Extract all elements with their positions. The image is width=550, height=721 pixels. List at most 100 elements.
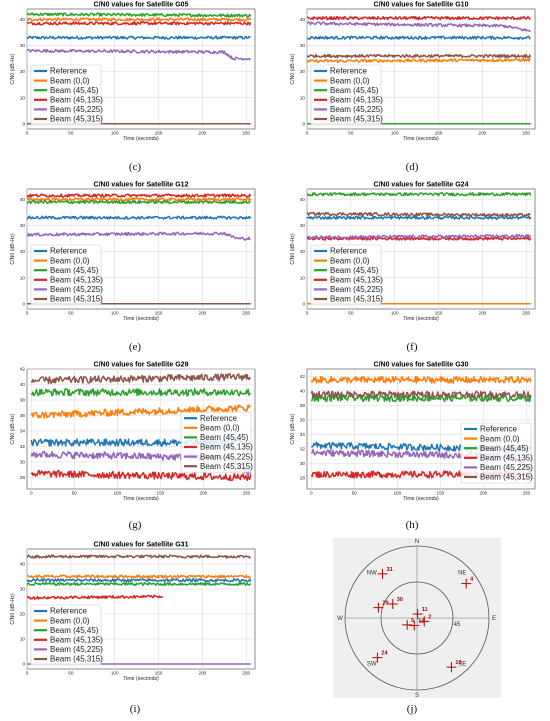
y-tick-label: 20 xyxy=(20,249,26,254)
chart-title: C/N0 values for Satellite G10 xyxy=(374,2,469,9)
direction-label: SW xyxy=(367,661,377,667)
y-tick-label: 34 xyxy=(300,432,306,437)
x-tick-label: 100 xyxy=(111,311,119,316)
satellite-label: 31 xyxy=(387,567,393,573)
legend-box xyxy=(310,64,382,126)
y-tick-label: 10 xyxy=(20,95,26,100)
series-line-reference xyxy=(307,35,531,40)
x-tick-label: 50 xyxy=(348,131,354,136)
series-line-beam-45-45 xyxy=(27,581,252,587)
satellite-label: 2 xyxy=(428,614,431,620)
x-tick-label: 150 xyxy=(155,671,163,676)
y-tick-label: 20 xyxy=(300,69,306,74)
x-tick-label: 50 xyxy=(68,311,74,316)
x-axis-label: Time (seconds) xyxy=(123,496,159,502)
satellite-marker: 30 xyxy=(387,597,403,609)
direction-label: NE xyxy=(458,571,466,577)
y-tick-label: 0 xyxy=(22,121,25,126)
series-group xyxy=(27,554,252,665)
series-line-reference xyxy=(27,35,251,40)
legend-label: Beam (45,135) xyxy=(330,276,383,285)
series-line-beam-0-0 xyxy=(27,197,252,202)
legend-label: Beam (45,135) xyxy=(50,636,103,645)
y-tick-label: 30 xyxy=(300,43,306,48)
series-line-beam-45-225 xyxy=(307,21,531,33)
satellite-marker: 12 xyxy=(409,619,424,631)
x-tick-label: 100 xyxy=(394,491,402,496)
x-tick-label: 250 xyxy=(243,491,251,496)
satellite-marker: 24 xyxy=(372,651,388,663)
legend-label: Reference xyxy=(50,67,87,76)
legend-label: Beam (45,135) xyxy=(330,96,383,105)
legend-label: Beam (45,225) xyxy=(330,105,383,114)
x-tick-label: 200 xyxy=(199,131,207,136)
y-tick-label: 38 xyxy=(20,398,26,403)
legend-label: Reference xyxy=(50,607,87,616)
legend-box xyxy=(310,244,382,306)
legend-label: Beam (0,0) xyxy=(330,256,370,265)
direction-label: W xyxy=(337,616,343,622)
x-tick-label: 100 xyxy=(111,131,119,136)
legend-label: Beam (45,225) xyxy=(50,645,103,654)
legend-label: Beam (0,0) xyxy=(200,424,240,433)
legend-label: Beam (0,0) xyxy=(480,434,520,443)
x-tick-label: 250 xyxy=(522,131,530,136)
y-tick-label: 40 xyxy=(300,197,306,202)
x-tick-label: 100 xyxy=(114,491,122,496)
satellite-marker: 31 xyxy=(377,567,393,579)
caption-i: (i) xyxy=(129,703,141,715)
y-axis-label: C/N0 (dB-Hz) xyxy=(10,53,16,84)
y-tick-label: 42 xyxy=(300,374,306,379)
direction-label: SE xyxy=(458,661,466,667)
y-tick-label: 30 xyxy=(20,460,26,465)
x-tick-label: 50 xyxy=(352,491,358,496)
x-tick-label: 0 xyxy=(310,491,313,496)
series-line-beam-0-0 xyxy=(27,17,252,22)
legend-label: Beam (45,45) xyxy=(200,433,249,442)
satellite-label: 4 xyxy=(470,577,474,583)
series-line-beam-45-315 xyxy=(307,211,531,218)
series-line-reference xyxy=(27,215,252,220)
series-line-beam-0-0 xyxy=(307,57,532,64)
y-tick-label: 34 xyxy=(20,429,26,434)
y-tick-label: 20 xyxy=(20,69,26,74)
legend-label: Beam (45,45) xyxy=(50,626,99,635)
y-tick-label: 30 xyxy=(300,223,306,228)
x-tick-label: 0 xyxy=(306,311,309,316)
x-tick-label: 50 xyxy=(72,491,78,496)
series-line-beam-45-45 xyxy=(310,394,532,403)
y-axis-label: C/N0 (dB-Hz) xyxy=(290,413,296,444)
x-axis-label: Time (seconds) xyxy=(403,496,439,502)
y-axis-label: C/N0 (dB-Hz) xyxy=(10,413,16,444)
y-tick-label: 40 xyxy=(20,382,26,387)
y-tick-label: 30 xyxy=(300,461,306,466)
legend-label: Beam (45,315) xyxy=(50,655,103,664)
series-line-beam-45-135 xyxy=(27,21,252,26)
legend-label: Beam (45,135) xyxy=(200,443,253,452)
series-line-reference xyxy=(27,578,252,583)
x-tick-label: 50 xyxy=(68,671,74,676)
y-tick-label: 0 xyxy=(302,121,305,126)
legend-label: Beam (45,315) xyxy=(480,473,533,482)
satellite-marker: 10 xyxy=(446,660,462,673)
legend-label: Beam (45,135) xyxy=(480,454,533,463)
y-tick-label: 32 xyxy=(300,447,306,452)
series-line-beam-45-225 xyxy=(27,231,251,241)
x-tick-label: 100 xyxy=(111,671,119,676)
satellite-label: 29 xyxy=(382,601,388,607)
satellite-label: 24 xyxy=(381,651,388,657)
chart-title: C/N0 values for Satellite G05 xyxy=(94,2,189,9)
series-line-beam-45-225 xyxy=(307,233,532,240)
series-line-beam-45-135 xyxy=(27,594,164,600)
series-line-beam-45-135 xyxy=(307,15,531,21)
x-axis-label: Time (seconds) xyxy=(123,136,159,142)
y-tick-label: 40 xyxy=(20,17,26,22)
y-tick-label: 10 xyxy=(300,95,306,100)
chart-title: C/N0 values for Satellite G24 xyxy=(374,182,469,189)
caption-c: (c) xyxy=(128,161,142,173)
